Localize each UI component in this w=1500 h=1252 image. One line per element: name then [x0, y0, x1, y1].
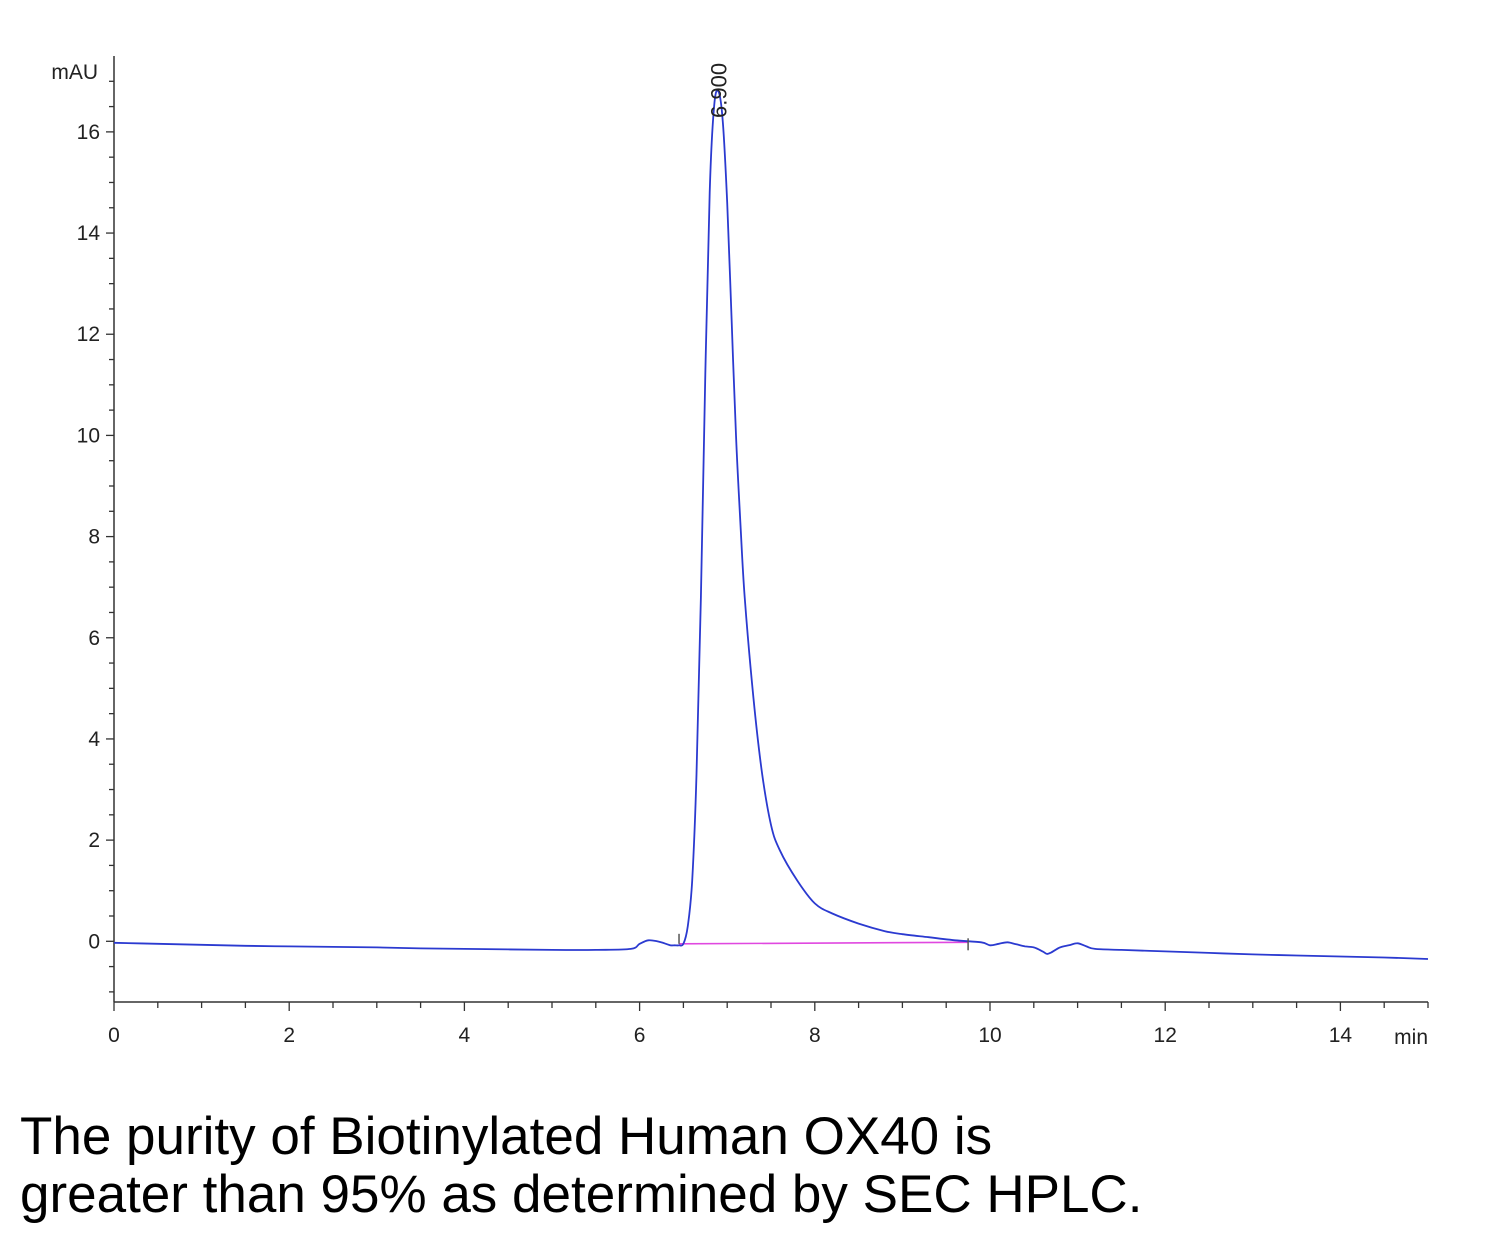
- y-axis-unit: mAU: [51, 61, 98, 84]
- y-tick-label: 6: [88, 627, 100, 650]
- y-axis: 0 2 4 6 8 10 12 14 16: [77, 56, 115, 1002]
- y-tick-label: 14: [77, 222, 101, 245]
- figure-caption: The purity of Biotinylated Human OX40 is…: [20, 1108, 1490, 1224]
- x-tick-label: 8: [809, 1024, 821, 1047]
- y-tick-label: 12: [77, 323, 100, 346]
- x-tick-label: 12: [1154, 1024, 1177, 1047]
- y-tick-label: 8: [88, 526, 100, 549]
- y-tick-label: 4: [88, 728, 100, 751]
- x-tick-label: 6: [634, 1024, 646, 1047]
- y-tick-label: 16: [77, 121, 100, 144]
- x-tick-label: 14: [1329, 1024, 1353, 1047]
- peak-retention-label: 6.900: [706, 63, 731, 118]
- chromatogram-trace: [113, 89, 1429, 960]
- y-tick-label: 0: [88, 930, 100, 953]
- y-tick-label: 10: [77, 424, 100, 447]
- chromatogram-chart: 0 2 4 6 8 10 12 14 16 0 2 4 6 8 10 12 14 6.900 mAU min: [51, 56, 1429, 1049]
- x-tick-label: 2: [283, 1024, 295, 1047]
- caption-line-2: greater than 95% as determined by SEC HP…: [20, 1165, 1143, 1224]
- y-tick-label: 2: [88, 829, 100, 852]
- x-tick-label: 10: [978, 1024, 1001, 1047]
- caption-line-1: The purity of Biotinylated Human OX40 is: [20, 1107, 993, 1166]
- x-axis: 0 2 4 6 8 10 12 14: [108, 1001, 1429, 1047]
- x-tick-label: 4: [459, 1024, 471, 1047]
- integration-baseline: [679, 941, 969, 945]
- x-tick-label: 0: [108, 1024, 120, 1047]
- x-axis-unit: min: [1394, 1026, 1428, 1049]
